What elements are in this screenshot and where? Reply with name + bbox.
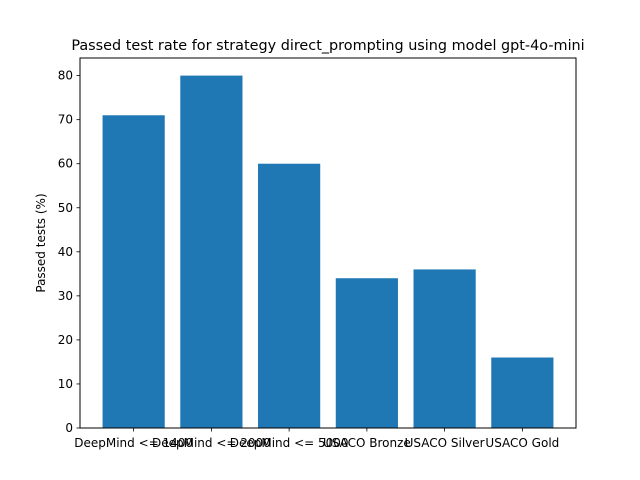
y-tick-label-4: 40 [58,245,73,259]
bar-1 [180,75,243,429]
chart-title: Passed test rate for strategy direct_pro… [71,38,584,54]
x-tick-label-0: DeepMind <= 1400 [74,436,193,450]
x-tick-label-5: USACO Gold [485,436,559,450]
x-tick-label-1: DeepMind <= 2000 [152,436,271,450]
plot-frame [79,57,577,429]
y-tick-label-2: 20 [58,333,73,347]
y-tick-label-8: 80 [58,69,73,83]
y-tick-label-0: 0 [65,421,73,435]
bar-2 [258,163,321,428]
bar-4 [413,269,476,428]
x-tick-label-2: DeepMind <= 5000 [230,436,349,450]
y-tick-label-6: 60 [58,157,73,171]
y-axis-label: Passed tests (%) [34,193,48,292]
bar-3 [335,278,398,428]
y-tick-label-5: 50 [58,201,73,215]
x-tick-label-4: USACO Silver [405,436,485,450]
y-tick-label-1: 10 [58,377,73,391]
y-tick-label-3: 30 [58,289,73,303]
y-axis: 0 10 20 30 40 50 60 70 80 [58,69,80,435]
x-tick-label-3: USACO Bronze [323,436,411,450]
bar-0 [102,115,165,428]
y-tick-label-7: 70 [58,113,73,127]
bars-group [102,75,554,429]
bar-5 [491,357,554,428]
